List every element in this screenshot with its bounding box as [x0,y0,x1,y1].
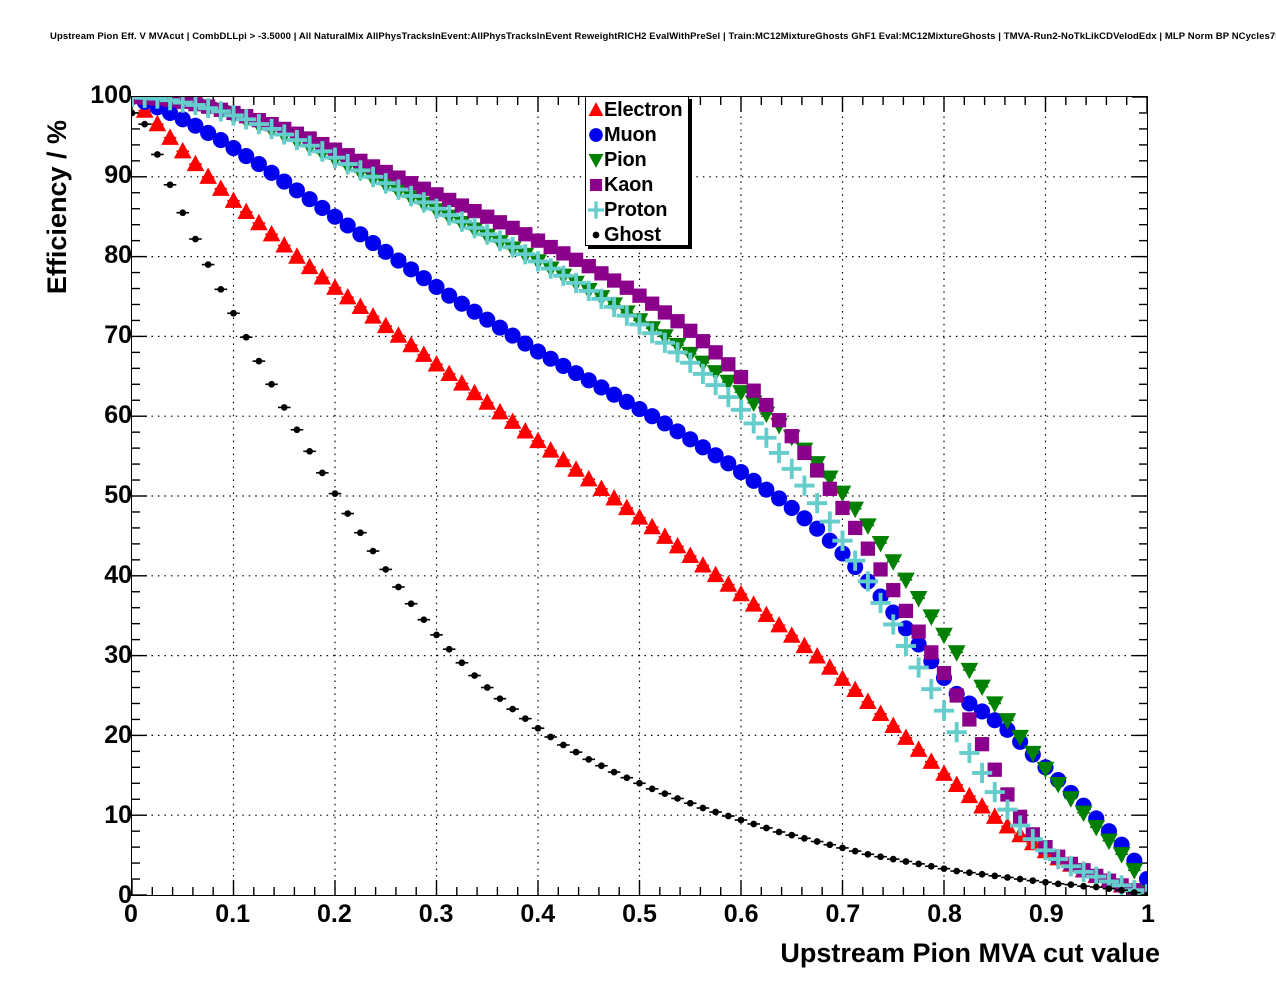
legend-item-proton[interactable]: Proton [586,197,688,222]
x-tick-label: 0.1 [215,900,251,928]
grid-layer [132,97,1147,895]
y-tick-label: 30 [104,641,132,669]
x-tick-label: 0.5 [622,900,657,928]
y-tick-label: 60 [104,401,132,429]
green-triangle-down-marker-icon [588,147,604,172]
y-tick-label: 90 [104,161,132,189]
data-layer [132,97,1147,895]
legend-item-electron[interactable]: Electron [586,97,688,122]
y-tick-label: 80 [104,241,132,269]
y-tick-label: 100 [90,81,132,109]
blue-circle-marker-icon [588,122,604,147]
legend-label: Proton [604,198,668,221]
legend-label: Pion [604,148,647,171]
series-proton [132,97,1147,895]
legend[interactable]: Electron Muon Pion Kaon Proton Ghost [585,96,689,246]
legend-label: Kaon [604,173,654,196]
y-tick-label: 0 [118,881,132,909]
legend-label: Ghost [604,223,661,246]
y-tick-label: 70 [104,321,132,349]
x-tick-label: 0.4 [520,900,556,928]
x-tick-label: 0.2 [317,900,352,928]
series-ghost [132,109,1147,895]
x-tick-label: 0.3 [418,900,454,928]
x-tick-label: 0.8 [927,900,962,928]
x-tick-label: 0.6 [723,900,759,928]
purple-square-marker-icon [588,172,604,197]
x-tick-label: 0.7 [825,900,861,928]
page-title: Upstream Pion Eff. V MVAcut | CombDLLpi … [50,31,1276,42]
x-tick-label: 1 [1141,900,1155,928]
red-triangle-up-marker-icon [588,97,604,122]
legend-item-pion[interactable]: Pion [586,147,688,172]
x-tick-label: 0 [124,900,138,928]
y-tick-label: 10 [104,801,132,829]
cyan-cross-marker-icon [588,197,604,222]
x-axis-title: Upstream Pion MVA cut value [780,938,1160,968]
legend-label: Muon [604,123,657,146]
legend-item-muon[interactable]: Muon [586,122,688,147]
y-tick-label: 40 [104,561,132,589]
y-tick-label: 50 [104,481,132,509]
x-tick-label: 0.9 [1028,900,1064,928]
legend-item-kaon[interactable]: Kaon [586,172,688,197]
black-dot-marker-icon [588,222,604,247]
y-tick-label: 20 [104,721,132,749]
legend-item-ghost[interactable]: Ghost [586,222,688,247]
legend-label: Electron [604,98,683,121]
